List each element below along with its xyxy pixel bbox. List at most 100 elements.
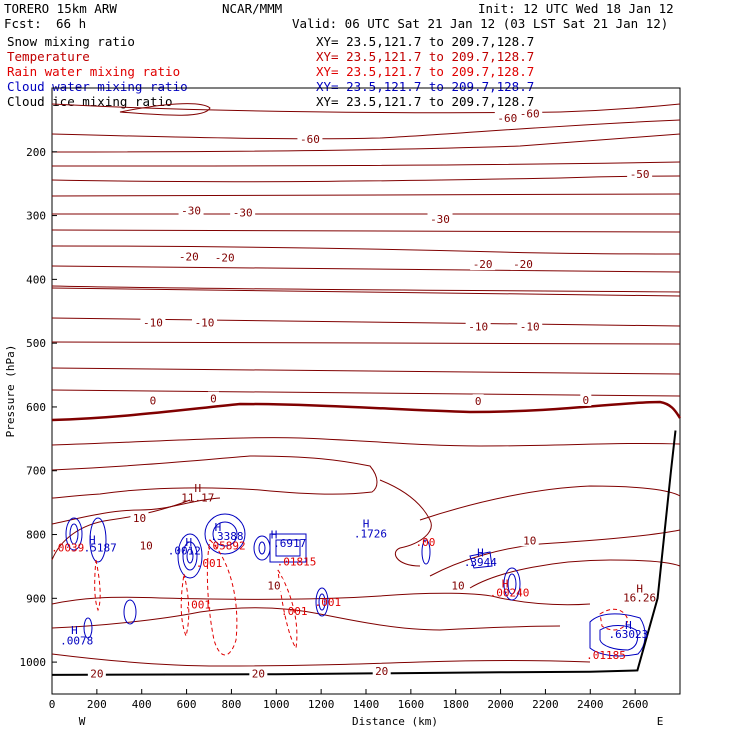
isotherm-label-bg — [192, 315, 218, 329]
x-axis-west-label: W — [79, 715, 86, 728]
cloud-water-cell-f2 — [275, 539, 301, 557]
cloud-water-cell-j — [421, 539, 431, 565]
legend-cloud-ice-xy: XY= 23.5,121.7 to 209.7,128.7 — [316, 94, 534, 109]
extremum-label: .5187 — [84, 541, 117, 554]
x-tick-label: 1000 — [263, 698, 290, 711]
isotherm-label-bg — [580, 392, 592, 406]
extremum-label: .0012 — [168, 544, 201, 557]
x-tick-label: 2600 — [622, 698, 649, 711]
x-tick-label: 600 — [177, 698, 197, 711]
rain-water-contours — [94, 538, 629, 656]
cloud-water-cell-h — [123, 599, 137, 625]
isotherm-14 — [469, 559, 681, 589]
isotherm-label-bg — [212, 250, 238, 264]
y-tick-label: 500 — [26, 337, 46, 350]
extremum-label: .6917 — [273, 537, 306, 550]
extremum-label: .1726 — [354, 527, 387, 540]
isotherm-10-left — [51, 499, 191, 561]
isotherm-label-bg — [87, 666, 106, 680]
extremum-label: .001 — [315, 596, 342, 609]
extremum-label: .001 — [196, 557, 223, 570]
isotherm-15 — [51, 592, 591, 606]
rain-cell-c — [206, 538, 238, 656]
x-tick-label: 2200 — [532, 698, 559, 711]
cloud-water-cell-b — [89, 517, 107, 563]
cloud-water-cell-m — [589, 613, 646, 657]
isotherm-label-bg — [372, 664, 391, 678]
isotherm-label: -30 — [233, 206, 253, 219]
isotherm-10-mid — [379, 479, 432, 567]
isotherm-label: -20 — [215, 252, 235, 265]
isotherm-label-bg — [147, 393, 159, 407]
legend-snow-xy: XY= 23.5,121.7 to 209.7,128.7 — [316, 34, 534, 49]
y-tick-label: 900 — [26, 592, 46, 605]
extremum-label: .05892 — [206, 539, 246, 552]
legend-cloud-ice-label: Cloud ice mixing ratio — [7, 94, 173, 109]
x-tick-label: 0 — [49, 698, 56, 711]
extremum-label: .3944 — [464, 556, 497, 569]
isotherm-label-bg — [178, 203, 204, 217]
isotherm-labels: -60-60 -60-50-30 -30 -30-20 -20 -20 -20-10 -10-… — [87, 106, 653, 681]
isotherm-upper-2 — [51, 103, 681, 114]
y-tick-label: 400 — [26, 273, 46, 286]
x-tick-label: 2400 — [577, 698, 604, 711]
isotherm-label: -30 — [430, 213, 450, 226]
extremum-label: H — [625, 619, 632, 632]
isotherm-minus20 — [51, 287, 681, 297]
header-model: TORERO 15km ARW — [4, 1, 117, 16]
isotherm-7 — [51, 497, 221, 525]
isotherm-upper-4 — [51, 193, 681, 197]
isotherm-minus10 — [51, 341, 681, 345]
x-tick-label: 1800 — [442, 698, 469, 711]
isotherm-label: 0 — [210, 393, 217, 406]
isotherm-label: 10 — [451, 580, 464, 593]
cloud-water-cell-g2 — [318, 593, 326, 611]
isotherm-minus25 — [51, 285, 681, 293]
cloud-water-cell-e — [253, 535, 271, 561]
terrain-surface — [51, 430, 677, 676]
isotherm-label: 10 — [267, 580, 280, 593]
y-tick-label: 300 — [26, 210, 46, 223]
isotherm-label: 20 — [375, 665, 388, 678]
legend-temperature-xy: XY= 23.5,121.7 to 209.7,128.7 — [316, 49, 534, 64]
cloud-water-contours — [65, 513, 646, 657]
y-tick-label: 700 — [26, 465, 46, 478]
extremum-label: .00240 — [490, 587, 530, 600]
isotherm-label: 10 — [140, 539, 153, 552]
x-tick-label: 1600 — [398, 698, 425, 711]
extremum-label: H — [502, 578, 509, 591]
extremum-label: H — [89, 534, 96, 547]
isotherm-label: -20 — [179, 250, 199, 263]
extremum-label: H — [186, 536, 193, 549]
isotherm-label: -10 — [195, 317, 215, 330]
isotherm-label: -20 — [513, 258, 533, 271]
extremum-label: .0039 — [51, 541, 84, 554]
isotherm-upper-1 — [119, 103, 211, 116]
isotherm-label-bg — [176, 249, 202, 263]
cloud-water-cell-c2 — [182, 541, 198, 571]
y-tick-label: 600 — [26, 401, 46, 414]
axis-ticks: 0 200 400 600 800 1000 1200 1400 1600 1800 2000 220… — [20, 146, 649, 711]
header-fcst-label: Fcst: — [4, 16, 42, 31]
header-center: NCAR/MMM — [222, 1, 282, 16]
isotherm-label-bg — [297, 132, 323, 146]
isotherm-minus5 — [51, 367, 681, 375]
isotherm-label-bg — [510, 257, 536, 271]
header-fcst-value: 66 h — [56, 16, 86, 31]
isotherm-label: 10 — [133, 512, 146, 525]
extremum-label: H — [71, 624, 78, 637]
cloud-water-cell-i — [83, 617, 93, 639]
isotherm-minus50 — [51, 175, 681, 183]
isotherm-10-right — [419, 485, 681, 521]
legend-snow-label: Snow mixing ratio — [7, 34, 135, 49]
cloud-water-cell-m2 — [599, 625, 639, 651]
legend-rain-label: Rain water mixing ratio — [7, 64, 180, 79]
cloud-water-cell-c3 — [186, 548, 194, 564]
extremum-label: H — [271, 529, 278, 542]
extremum-label: .0078 — [60, 634, 93, 647]
extremum-label: .001 — [185, 599, 212, 612]
temperature-isotherms — [51, 103, 682, 667]
rain-cell-e — [599, 608, 629, 631]
cloud-water-cell-f — [269, 533, 307, 563]
